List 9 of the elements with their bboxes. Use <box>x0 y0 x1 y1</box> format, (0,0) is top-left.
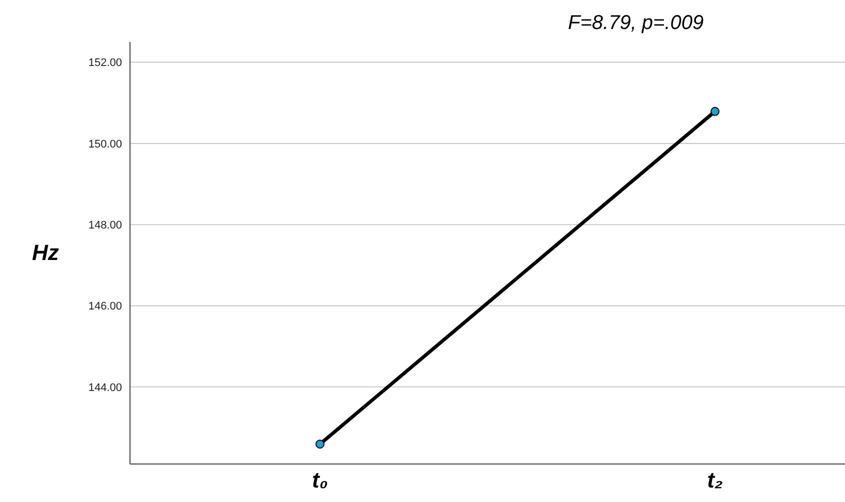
y-tick-label: 152.00 <box>88 57 122 70</box>
y-tick-label: 150.00 <box>88 138 122 150</box>
x-tick-label: t₀ <box>312 468 328 493</box>
y-tick-label: 148.00 <box>88 220 122 232</box>
y-tick-label: 144.00 <box>88 382 122 394</box>
x-tick-label: t₂ <box>707 468 723 493</box>
y-tick-label: 146.00 <box>88 300 122 313</box>
y-axis-title: Hz <box>32 240 59 266</box>
text: F=8.79, p=.009 <box>568 12 704 35</box>
